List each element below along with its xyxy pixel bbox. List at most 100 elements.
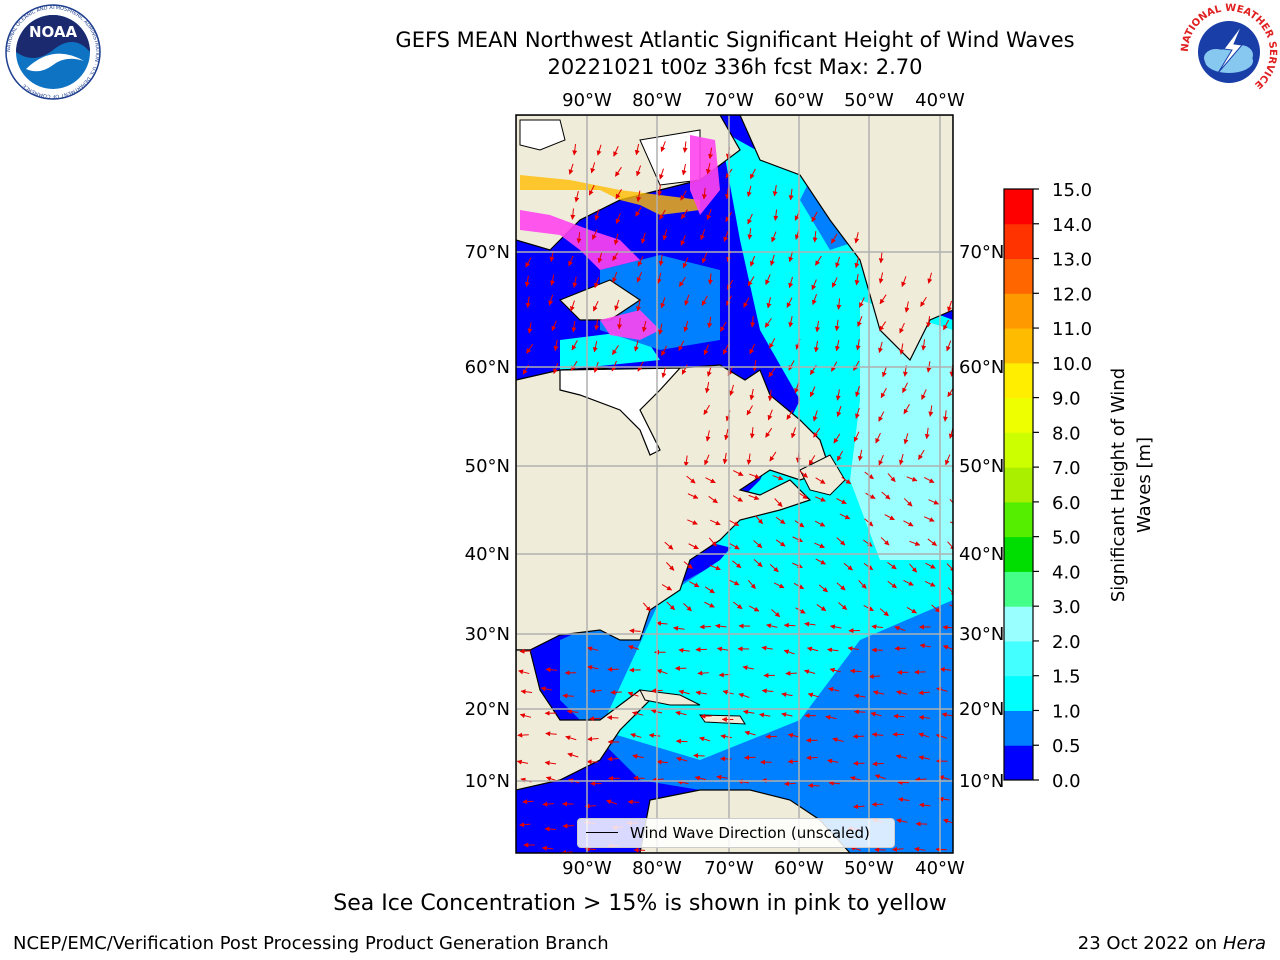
wave-arrow (825, 714, 837, 720)
wave-arrow (896, 690, 908, 696)
wave-arrow (813, 340, 819, 353)
wave-arrow (857, 449, 863, 462)
wave-arrow (732, 601, 743, 610)
wave-arrow (949, 498, 953, 508)
wave-arrow (843, 562, 853, 571)
wave-arrow (834, 319, 840, 332)
wave-arrow (769, 451, 777, 462)
wave-arrow (678, 340, 685, 352)
lat-label-left: 70°N (465, 242, 510, 263)
colorbar-tick-label: 12.0 (1052, 284, 1092, 305)
colorbar-segment (1004, 397, 1033, 433)
wave-arrow (728, 519, 740, 526)
wave-arrow (661, 584, 673, 591)
wave-arrow (550, 274, 555, 286)
wave-arrow (596, 144, 602, 156)
wave-arrow (772, 475, 784, 481)
wave-arrow (792, 562, 803, 568)
wave-arrow (707, 316, 713, 329)
wave-arrow (627, 799, 640, 805)
wave-arrow (787, 759, 800, 765)
wave-arrow (853, 431, 860, 443)
wave-arrow (676, 756, 688, 762)
wave-arrow (894, 626, 906, 632)
colorbar-tick-label: 13.0 (1052, 250, 1092, 271)
wave-arrow (887, 473, 896, 483)
lat-label-left: 50°N (465, 456, 510, 477)
wave-arrow (815, 496, 826, 502)
wave-arrow (836, 450, 844, 462)
wave-arrow (781, 692, 793, 698)
wave-arrow (747, 579, 756, 590)
wave-arrow (798, 469, 808, 478)
wave-arrow (818, 584, 828, 593)
wave-arrow (699, 624, 712, 630)
nws-logo-icon: NATIONAL WEATHER SERVICE (1180, 3, 1278, 99)
wave-arrow (878, 272, 884, 284)
wave-arrow (855, 339, 861, 351)
wave-arrow (747, 213, 753, 225)
wave-arrow (661, 366, 667, 379)
wave-arrow (836, 537, 846, 546)
wave-arrow (613, 146, 619, 157)
wave-arrow (903, 498, 913, 507)
lat-label-right: 30°N (959, 624, 1004, 645)
wave-arrow (880, 537, 890, 546)
wave-arrow (678, 689, 690, 695)
wave-arrow (680, 234, 686, 246)
wave-arrow (754, 515, 763, 525)
wave-arrow (704, 601, 715, 608)
wave-arrow (927, 272, 933, 284)
wave-arrow (657, 184, 663, 197)
wave-arrow (847, 646, 859, 652)
wave-arrow (723, 231, 729, 243)
map-legend: Wind Wave Direction (unscaled) (577, 818, 895, 848)
wave-arrow (788, 188, 794, 201)
wave-arrow (788, 276, 794, 289)
wave-arrow (879, 608, 889, 617)
lon-label-bottom: 60°W (774, 858, 824, 879)
wave-arrow (743, 709, 755, 715)
lat-labels-right: 70°N 60°N 50°N 40°N 30°N 20°N 10°N (959, 242, 1004, 792)
wave-arrow (854, 256, 860, 269)
wave-arrow (827, 758, 839, 764)
wave-arrow (918, 690, 930, 696)
wave-arrow (611, 360, 617, 372)
wave-arrow (769, 563, 779, 573)
colorbar-segment (1004, 189, 1033, 225)
lat-label-right: 60°N (959, 357, 1004, 378)
wave-arrow (593, 300, 599, 312)
wave-arrow (783, 649, 795, 655)
wave-arrow (576, 232, 582, 244)
wave-arrow (920, 296, 927, 307)
colorbar-tick-label: 0.5 (1052, 736, 1081, 757)
wave-arrow (627, 691, 639, 697)
wave-arrow (815, 320, 821, 333)
wave-arrow (659, 168, 664, 180)
lon-label-top: 60°W (774, 90, 824, 111)
wave-arrow (852, 733, 865, 739)
wave-arrow (587, 665, 599, 670)
wave-arrow (849, 668, 862, 674)
wave-arrow (748, 605, 760, 612)
wave-arrow (746, 185, 752, 198)
wave-arrow (680, 209, 688, 220)
wave-arrow (525, 296, 531, 309)
wave-arrow (524, 275, 530, 288)
wave-arrow (761, 645, 773, 651)
wave-arrow (828, 687, 840, 692)
wave-arrow (832, 737, 844, 743)
wave-arrow (648, 732, 661, 738)
colorbar-segment (1004, 606, 1033, 642)
wave-arrow (947, 541, 953, 551)
wave-arrow (947, 587, 953, 597)
wave-arrow (520, 689, 533, 695)
wave-arrow (798, 492, 808, 500)
wave-arrow (749, 255, 756, 267)
footer-date: 23 Oct 2022 on Hera (1078, 933, 1266, 954)
lon-label-top: 40°W (915, 90, 965, 111)
wave-arrow (587, 646, 599, 652)
wave-arrow (874, 774, 886, 780)
colorbar: 0.0 0.5 1.0 1.5 2.0 3.0 4.0 5.0 6.0 7.0 8.0 9.0 10.0… (1003, 180, 1092, 792)
wave-arrow (574, 191, 580, 203)
